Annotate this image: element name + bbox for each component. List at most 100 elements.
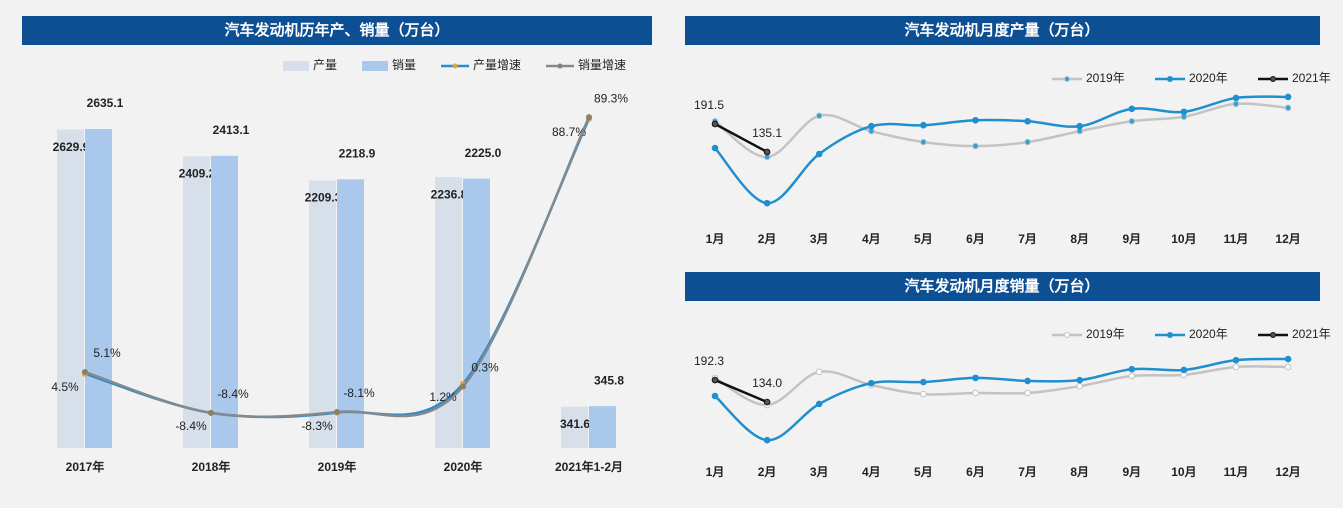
bar (463, 178, 490, 448)
x-tick-label: 10月 (1171, 232, 1196, 246)
header-bar (22, 16, 652, 45)
series-marker (1284, 93, 1292, 101)
x-tick-label: 4月 (862, 232, 881, 246)
legend-marker (1167, 76, 1173, 82)
bar (561, 406, 588, 448)
series-marker (972, 374, 979, 382)
x-tick-label: 11月 (1224, 465, 1249, 479)
series-marker (1024, 389, 1031, 397)
growth-marker (208, 409, 214, 416)
x-tick-label: 2月 (758, 465, 777, 479)
growth-line (84, 116, 591, 418)
legend-marker (1270, 76, 1276, 82)
x-tick-label: 12月 (1275, 465, 1300, 479)
series-marker (868, 379, 875, 387)
series-marker (1128, 105, 1136, 113)
series-marker (920, 390, 927, 398)
x-tick-label: 5月 (914, 465, 933, 479)
data-label: 2236.8 (431, 187, 468, 201)
legend-label: 2021年 (1292, 327, 1331, 341)
growth-marker (334, 408, 340, 415)
x-tick-label: 2月 (758, 232, 777, 246)
x-tick-label: 6月 (966, 232, 985, 246)
chart-title: 汽车发动机月度产量（万台） (904, 21, 1099, 39)
bar (337, 179, 364, 448)
growth-marker (586, 114, 592, 121)
data-label: 89.3% (594, 91, 628, 105)
series-marker (815, 150, 823, 158)
data-label: 345.8 (594, 373, 624, 387)
series-marker (711, 144, 719, 152)
data-label: 2409.2 (179, 166, 216, 180)
series-marker (1128, 117, 1136, 125)
x-tick-label: 2020年 (444, 459, 483, 474)
header-bar (685, 16, 1320, 45)
series-marker (1024, 117, 1031, 125)
series-marker (815, 368, 823, 376)
series-marker (1232, 94, 1240, 102)
series-marker (763, 148, 771, 156)
x-tick-label: 8月 (1070, 465, 1089, 479)
x-tick-label: 8月 (1070, 232, 1089, 246)
series-marker (763, 199, 771, 207)
x-tick-label: 12月 (1275, 232, 1300, 246)
legend-marker (452, 63, 458, 69)
series-marker (868, 122, 875, 130)
series-marker (1180, 108, 1188, 116)
series-marker (1232, 100, 1240, 108)
series-marker (815, 400, 823, 408)
data-label: 134.0 (752, 376, 782, 390)
bar (183, 156, 210, 449)
x-tick-label: 2019年 (318, 459, 357, 474)
series-marker (972, 116, 979, 124)
x-tick-label: 10月 (1171, 465, 1196, 479)
bar (85, 128, 112, 449)
series-marker (1128, 372, 1136, 380)
series-line (714, 122, 768, 154)
legend-marker (1270, 332, 1276, 338)
bar (309, 180, 336, 448)
series-line (714, 378, 768, 404)
data-label: 2218.9 (339, 147, 376, 161)
legend-swatch (362, 61, 388, 71)
x-tick-label: 4月 (862, 465, 881, 479)
data-label: 2629.9 (53, 140, 90, 154)
series-marker (1128, 365, 1136, 373)
legend-label: 销量增速 (578, 58, 626, 72)
data-label: -8.4% (217, 387, 249, 401)
legend-label: 2020年 (1189, 327, 1228, 341)
x-tick-label: 6月 (966, 465, 985, 479)
legend-marker (1064, 76, 1070, 82)
series-marker (920, 138, 927, 146)
x-tick-label: 9月 (1122, 465, 1141, 479)
series-marker (920, 121, 927, 129)
x-tick-label: 3月 (810, 465, 829, 479)
legend-marker (1064, 332, 1070, 338)
series-marker (1076, 382, 1083, 390)
legend-label: 产量 (313, 58, 337, 72)
bar (57, 129, 84, 449)
data-label: -8.4% (175, 419, 207, 433)
x-tick-label: 2018年 (192, 459, 231, 474)
growth-marker (82, 369, 88, 376)
data-label: 341.6 (560, 417, 590, 431)
series-marker (1076, 376, 1083, 384)
series-marker (972, 142, 979, 150)
legend-label: 2019年 (1086, 71, 1125, 85)
data-label: 192.3 (694, 354, 724, 368)
series-line (714, 365, 1289, 407)
series-marker (1232, 356, 1240, 364)
legend-label: 产量增速 (473, 58, 521, 72)
data-label: 4.5% (51, 380, 79, 394)
x-tick-label: 9月 (1122, 232, 1141, 246)
series-marker (1180, 366, 1188, 374)
x-tick-label: 2021年1-2月 (555, 459, 623, 474)
data-label: 2413.1 (213, 123, 250, 137)
data-label: 88.7% (552, 125, 586, 139)
data-label: 2209.3 (305, 191, 342, 205)
data-label: 2225.0 (465, 146, 502, 160)
series-marker (972, 389, 979, 397)
series-marker (711, 392, 719, 400)
